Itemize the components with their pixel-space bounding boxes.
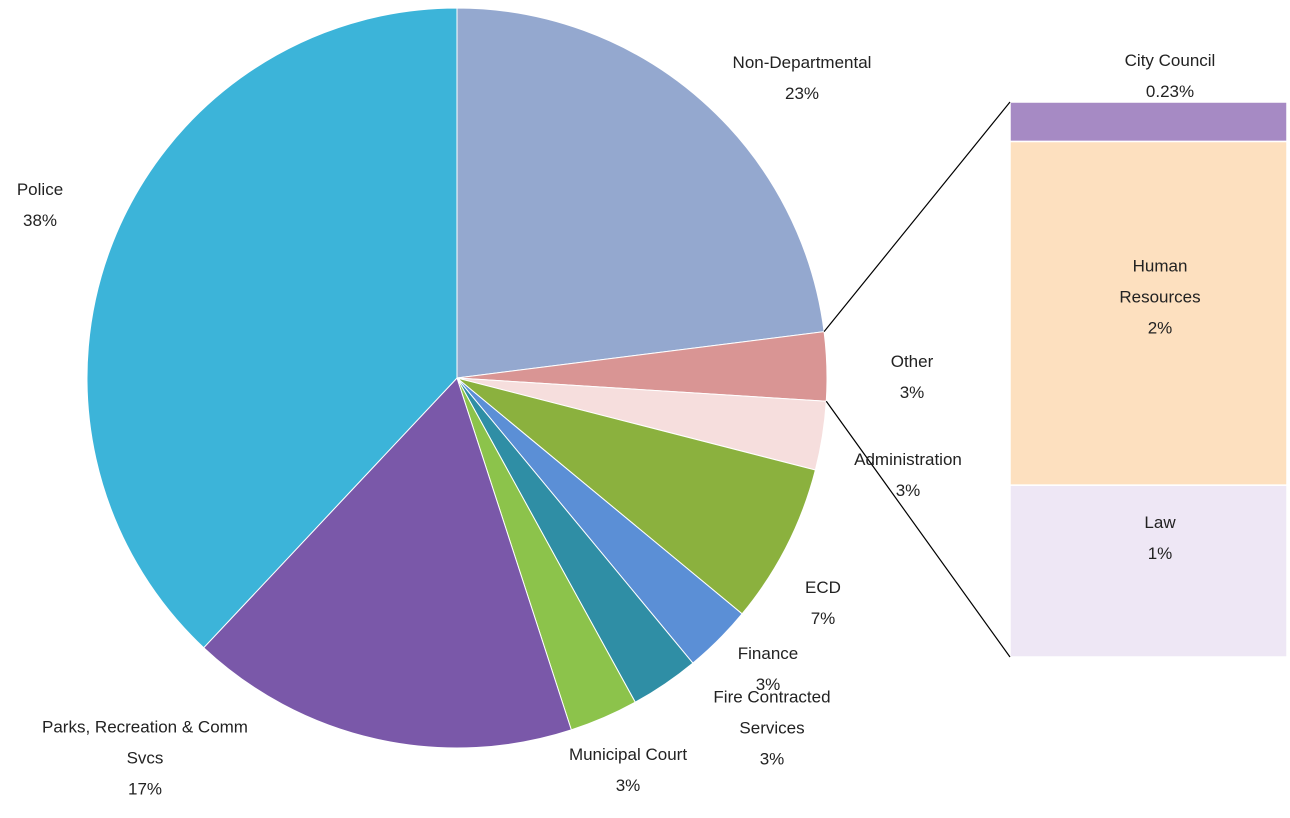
data-label: Finance 3%: [718, 638, 818, 700]
value-label: 3%: [615, 776, 641, 795]
value-label: 0.23%: [1145, 82, 1195, 101]
category-name: Other: [890, 352, 934, 371]
value-label: 3%: [895, 481, 921, 500]
value-label: 3%: [899, 383, 925, 402]
pie-slice: [456, 7, 825, 379]
data-label: ECD 7%: [783, 572, 863, 634]
data-label: Administration 3%: [828, 444, 988, 506]
data-label: Police 38%: [0, 174, 85, 236]
connector-line: [825, 400, 1011, 658]
data-label: Parks, Recreation & Comm Svcs 17%: [30, 712, 260, 805]
category-name: Non-Departmental: [732, 53, 872, 72]
data-label: Law 1%: [1090, 507, 1230, 569]
category-name: Police: [16, 180, 64, 199]
bar-segment: [1009, 101, 1288, 143]
bar-segment: [1009, 484, 1288, 658]
category-name: Administration: [854, 450, 962, 469]
value-label: 23%: [784, 84, 820, 103]
bar-segment: [1009, 140, 1288, 486]
data-label: Other 3%: [862, 346, 962, 408]
pie-slice: [203, 377, 572, 749]
value-label: 2%: [1147, 318, 1173, 338]
data-label: Human Resources 2%: [1090, 251, 1230, 344]
data-label: Municipal Court 3%: [538, 739, 718, 801]
category-name: Parks, Recreation & Comm Svcs: [42, 717, 248, 768]
value-label: 38%: [22, 211, 58, 230]
category-name: Municipal Court: [568, 745, 688, 764]
value-label: 3%: [759, 749, 785, 769]
pie-slice: [86, 7, 458, 649]
connector-line: [823, 101, 1011, 333]
data-label: Fire Contracted Services 3%: [697, 682, 847, 775]
value-label: 17%: [127, 779, 163, 799]
category-name: Law: [1144, 513, 1176, 532]
value-label: 3%: [755, 675, 781, 694]
data-label: Non-Departmental 23%: [702, 47, 902, 109]
category-name: Human Resources: [1119, 256, 1201, 307]
category-name: Fire Contracted Services: [713, 687, 831, 738]
value-label: 1%: [1147, 544, 1173, 563]
pie-slice: [456, 377, 816, 615]
category-name: Finance: [737, 644, 799, 663]
data-label: City Council 0.23%: [1090, 45, 1250, 107]
category-name: City Council: [1124, 51, 1216, 70]
value-label: 7%: [810, 609, 836, 628]
category-name: ECD: [805, 578, 841, 597]
